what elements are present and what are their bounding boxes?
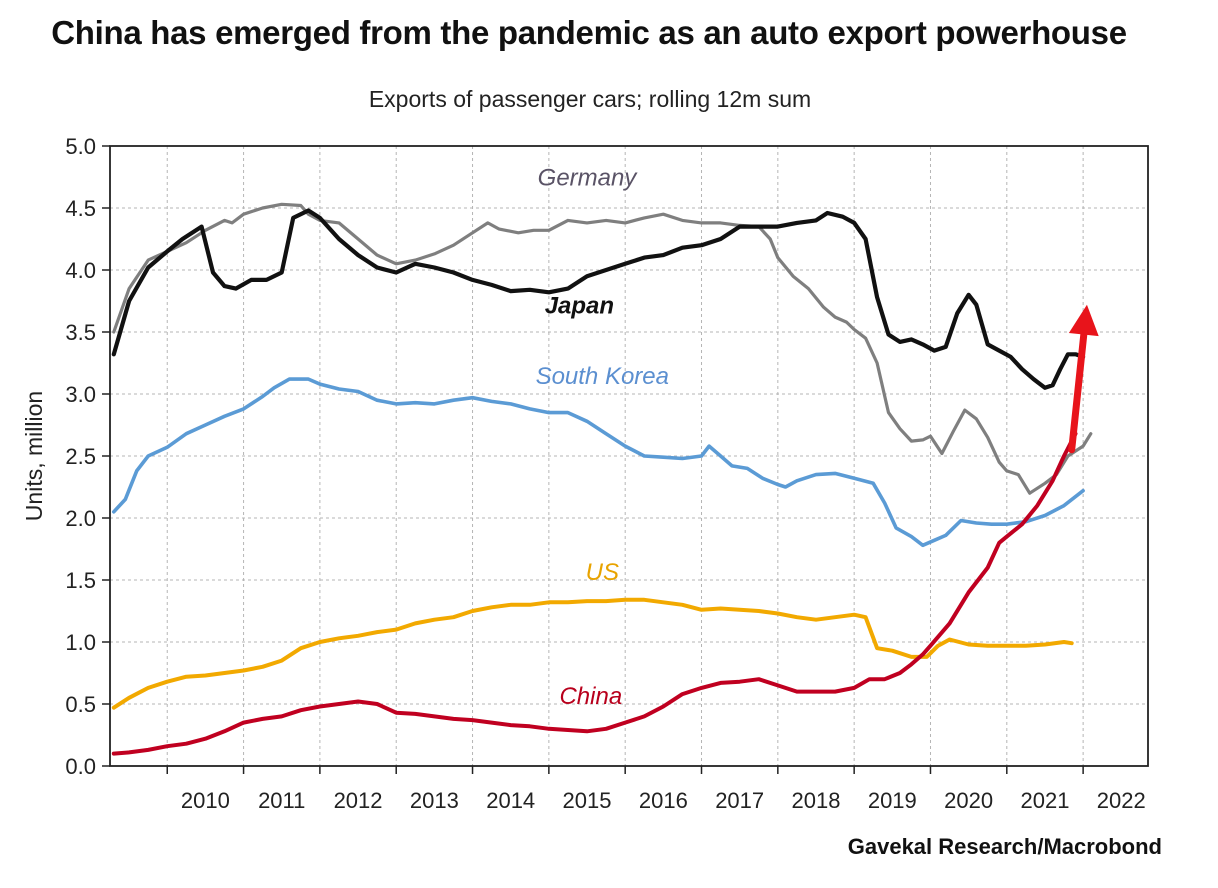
x-tick-label: 2011 <box>258 788 305 813</box>
y-tick-label: 1.0 <box>65 630 96 655</box>
series-label-japan: Japan <box>545 292 614 319</box>
x-tick-label: 2020 <box>944 788 993 813</box>
series-label-south-korea: South Korea <box>536 363 669 390</box>
y-tick-label: 2.0 <box>65 506 96 531</box>
y-axis-label: Units, million <box>21 391 47 521</box>
y-tick-label: 0.5 <box>65 692 96 717</box>
y-tick-label: 2.5 <box>65 444 96 469</box>
y-tick-label: 4.0 <box>65 258 96 283</box>
y-tick-label: 3.0 <box>65 382 96 407</box>
plot-frame <box>109 145 1149 767</box>
y-tick-label: 5.0 <box>65 134 96 159</box>
x-tick-label: 2016 <box>639 788 688 813</box>
series-label-us: US <box>586 559 619 586</box>
x-tick-label: 2021 <box>1020 788 1069 813</box>
chart-title: China has emerged from the pandemic as a… <box>51 14 1127 51</box>
source-credit: Gavekal Research/Macrobond <box>847 834 1162 859</box>
y-tick-label: 0.0 <box>65 754 96 779</box>
x-tick-label: 2022 <box>1097 788 1146 813</box>
chart-subtitle: Exports of passenger cars; rolling 12m s… <box>368 86 812 112</box>
trend-arrow-head <box>1068 304 1099 337</box>
series-line-china <box>111 431 1078 756</box>
x-tick-label: 2019 <box>868 788 917 813</box>
x-tick-label: 2012 <box>334 788 383 813</box>
x-tick-label: 2013 <box>410 788 459 813</box>
series-label-china: China <box>559 683 622 710</box>
series-line-south-korea <box>112 377 1085 548</box>
series-line-us <box>111 597 1074 710</box>
x-tick-label: 2015 <box>563 788 612 813</box>
x-tick-label: 2017 <box>715 788 764 813</box>
x-tick-label: 2010 <box>181 788 230 813</box>
x-tick-label: 2014 <box>486 788 535 813</box>
series-label-germany: Germany <box>538 165 639 192</box>
y-tick-label: 1.5 <box>65 568 96 593</box>
y-tick-label: 4.5 <box>65 196 96 221</box>
series-line-japan <box>111 208 1086 390</box>
series-line-germany <box>112 202 1093 495</box>
y-tick-label: 3.5 <box>65 320 96 345</box>
trend-arrow-shaft <box>1068 331 1088 454</box>
x-tick-label: 2018 <box>792 788 841 813</box>
